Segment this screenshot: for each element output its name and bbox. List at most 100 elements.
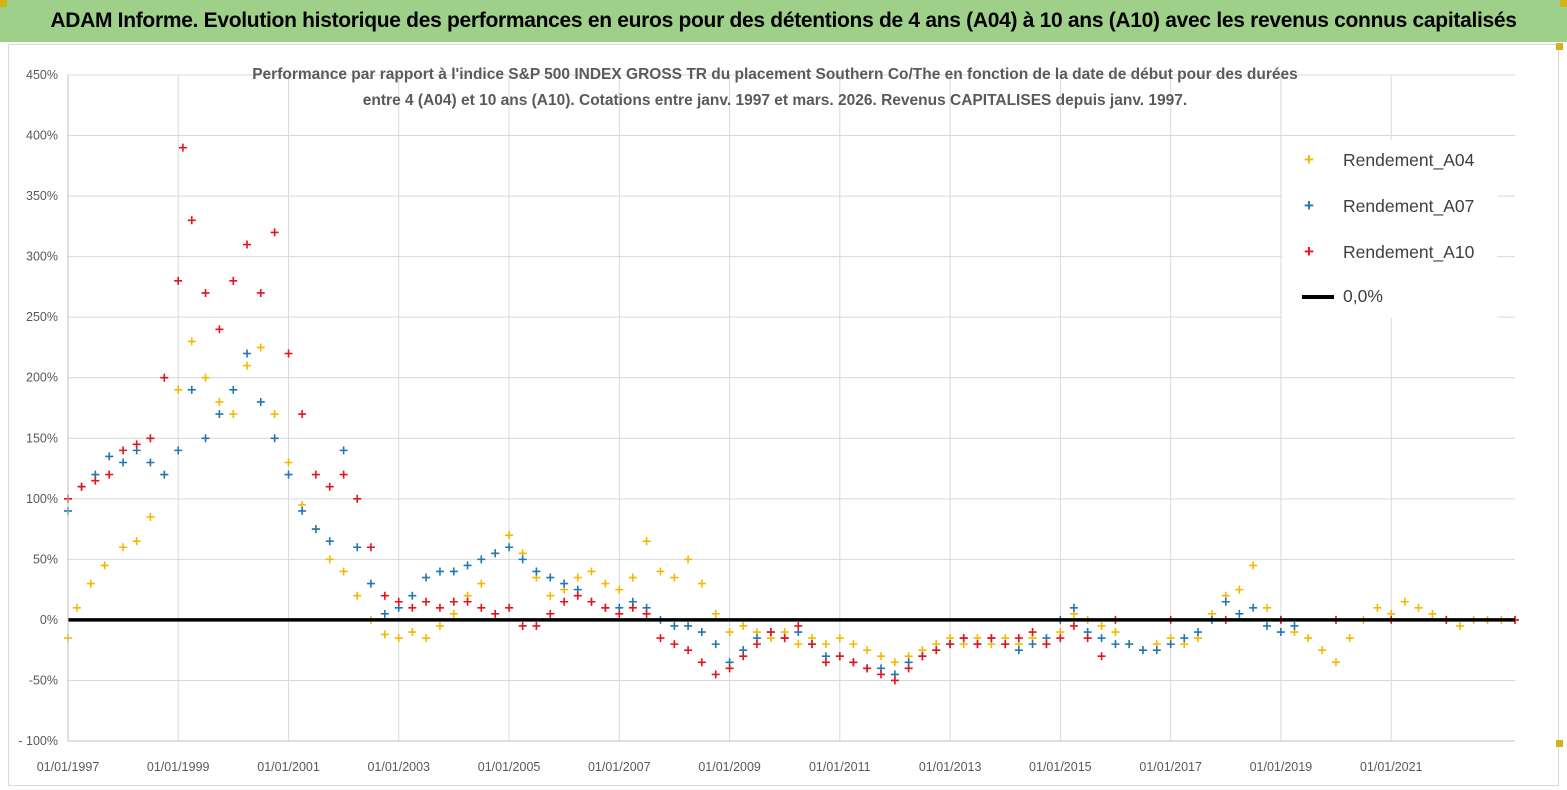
data-point (560, 597, 569, 606)
x-tick-label: 01/01/2001 (257, 760, 320, 774)
x-tick-label: 01/01/2021 (1360, 760, 1423, 774)
data-point (187, 216, 196, 225)
legend-item-a04: + Rendement_A04 (1282, 146, 1497, 176)
data-point (1166, 640, 1175, 649)
chart-frame (8, 44, 1559, 786)
data-point (463, 597, 472, 606)
data-point (187, 337, 196, 346)
data-point (849, 658, 858, 667)
data-point (174, 446, 183, 455)
data-point (187, 385, 196, 394)
data-point (670, 621, 679, 630)
data-point (394, 634, 403, 643)
data-point (132, 537, 141, 546)
legend-item-a10: + Rendement_A10 (1282, 238, 1497, 268)
y-tick-label: 400% (26, 129, 58, 143)
data-point (711, 670, 720, 679)
data-point (243, 240, 252, 249)
data-point (1028, 628, 1037, 637)
data-point (1042, 640, 1051, 649)
data-point (518, 555, 527, 564)
data-point (72, 603, 81, 612)
data-point (532, 621, 541, 630)
data-point (546, 591, 555, 600)
data-point (215, 325, 224, 334)
data-point (1318, 646, 1327, 655)
x-tick-label: 01/01/2005 (478, 760, 541, 774)
data-point (1097, 634, 1106, 643)
data-point (697, 658, 706, 667)
data-point (325, 555, 334, 564)
data-point (1028, 640, 1037, 649)
data-point (339, 446, 348, 455)
legend-label-a10: Rendement_A10 (1343, 242, 1475, 262)
data-point (353, 494, 362, 503)
data-point (435, 567, 444, 576)
data-point (1414, 603, 1423, 612)
data-point (835, 634, 844, 643)
data-point (1097, 652, 1106, 661)
data-point (1249, 603, 1258, 612)
chart-title-line-2: entre 4 (A04) et 10 ans (A10). Cotations… (362, 92, 1188, 109)
y-tick-label: 450% (26, 68, 58, 82)
legend-marker-a04: + (1304, 150, 1314, 169)
chart-title: Performance par rapport à l'indice S&P 5… (130, 62, 1420, 114)
data-point (587, 597, 596, 606)
data-point (1249, 561, 1258, 570)
data-point (325, 482, 334, 491)
data-point (1097, 621, 1106, 630)
chart-legend: + Rendement_A04 + Rendement_A07 + Rendem… (1282, 140, 1497, 318)
data-point (463, 561, 472, 570)
data-point (615, 585, 624, 594)
data-point (284, 470, 293, 479)
data-point (1290, 621, 1299, 630)
data-point (394, 597, 403, 606)
data-point (1235, 609, 1244, 618)
data-point (119, 458, 128, 467)
data-point (1455, 621, 1464, 630)
x-tick-label: 01/01/1997 (37, 760, 100, 774)
data-point (766, 628, 775, 637)
data-point (86, 579, 95, 588)
title-banner (0, 0, 1567, 42)
data-point (422, 634, 431, 643)
chart-title-line-1: Performance par rapport à l'indice S&P 5… (252, 66, 1298, 83)
data-point (739, 621, 748, 630)
data-point (628, 603, 637, 612)
data-point (670, 573, 679, 582)
data-point (380, 630, 389, 639)
data-point (256, 288, 265, 297)
data-point (505, 531, 514, 540)
data-point (1138, 646, 1147, 655)
data-point (642, 609, 651, 618)
data-point (587, 567, 596, 576)
data-point (628, 573, 637, 582)
data-point (339, 470, 348, 479)
data-point (477, 603, 486, 612)
data-point (1111, 640, 1120, 649)
banner-title: ADAM Informe. Evolution historique des p… (50, 9, 1517, 32)
x-tick-label: 01/01/2019 (1250, 760, 1313, 774)
data-point (752, 640, 761, 649)
data-point (215, 397, 224, 406)
banner-corner-right (1560, 0, 1567, 7)
data-point (1221, 597, 1230, 606)
data-point (904, 664, 913, 673)
data-point (229, 385, 238, 394)
data-point (178, 143, 187, 152)
legend-item-zero-line: 0,0% (1282, 282, 1497, 312)
data-point (890, 676, 899, 685)
data-point (380, 609, 389, 618)
legend-item-a07: + Rendement_A07 (1282, 192, 1497, 222)
data-point (546, 609, 555, 618)
data-point (794, 621, 803, 630)
data-point (366, 579, 375, 588)
data-point (1345, 634, 1354, 643)
y-tick-label: 100% (26, 492, 58, 506)
data-point (229, 410, 238, 419)
data-point (201, 373, 210, 382)
data-point (311, 470, 320, 479)
data-point (1331, 658, 1340, 667)
data-point (270, 228, 279, 237)
data-point (380, 591, 389, 600)
